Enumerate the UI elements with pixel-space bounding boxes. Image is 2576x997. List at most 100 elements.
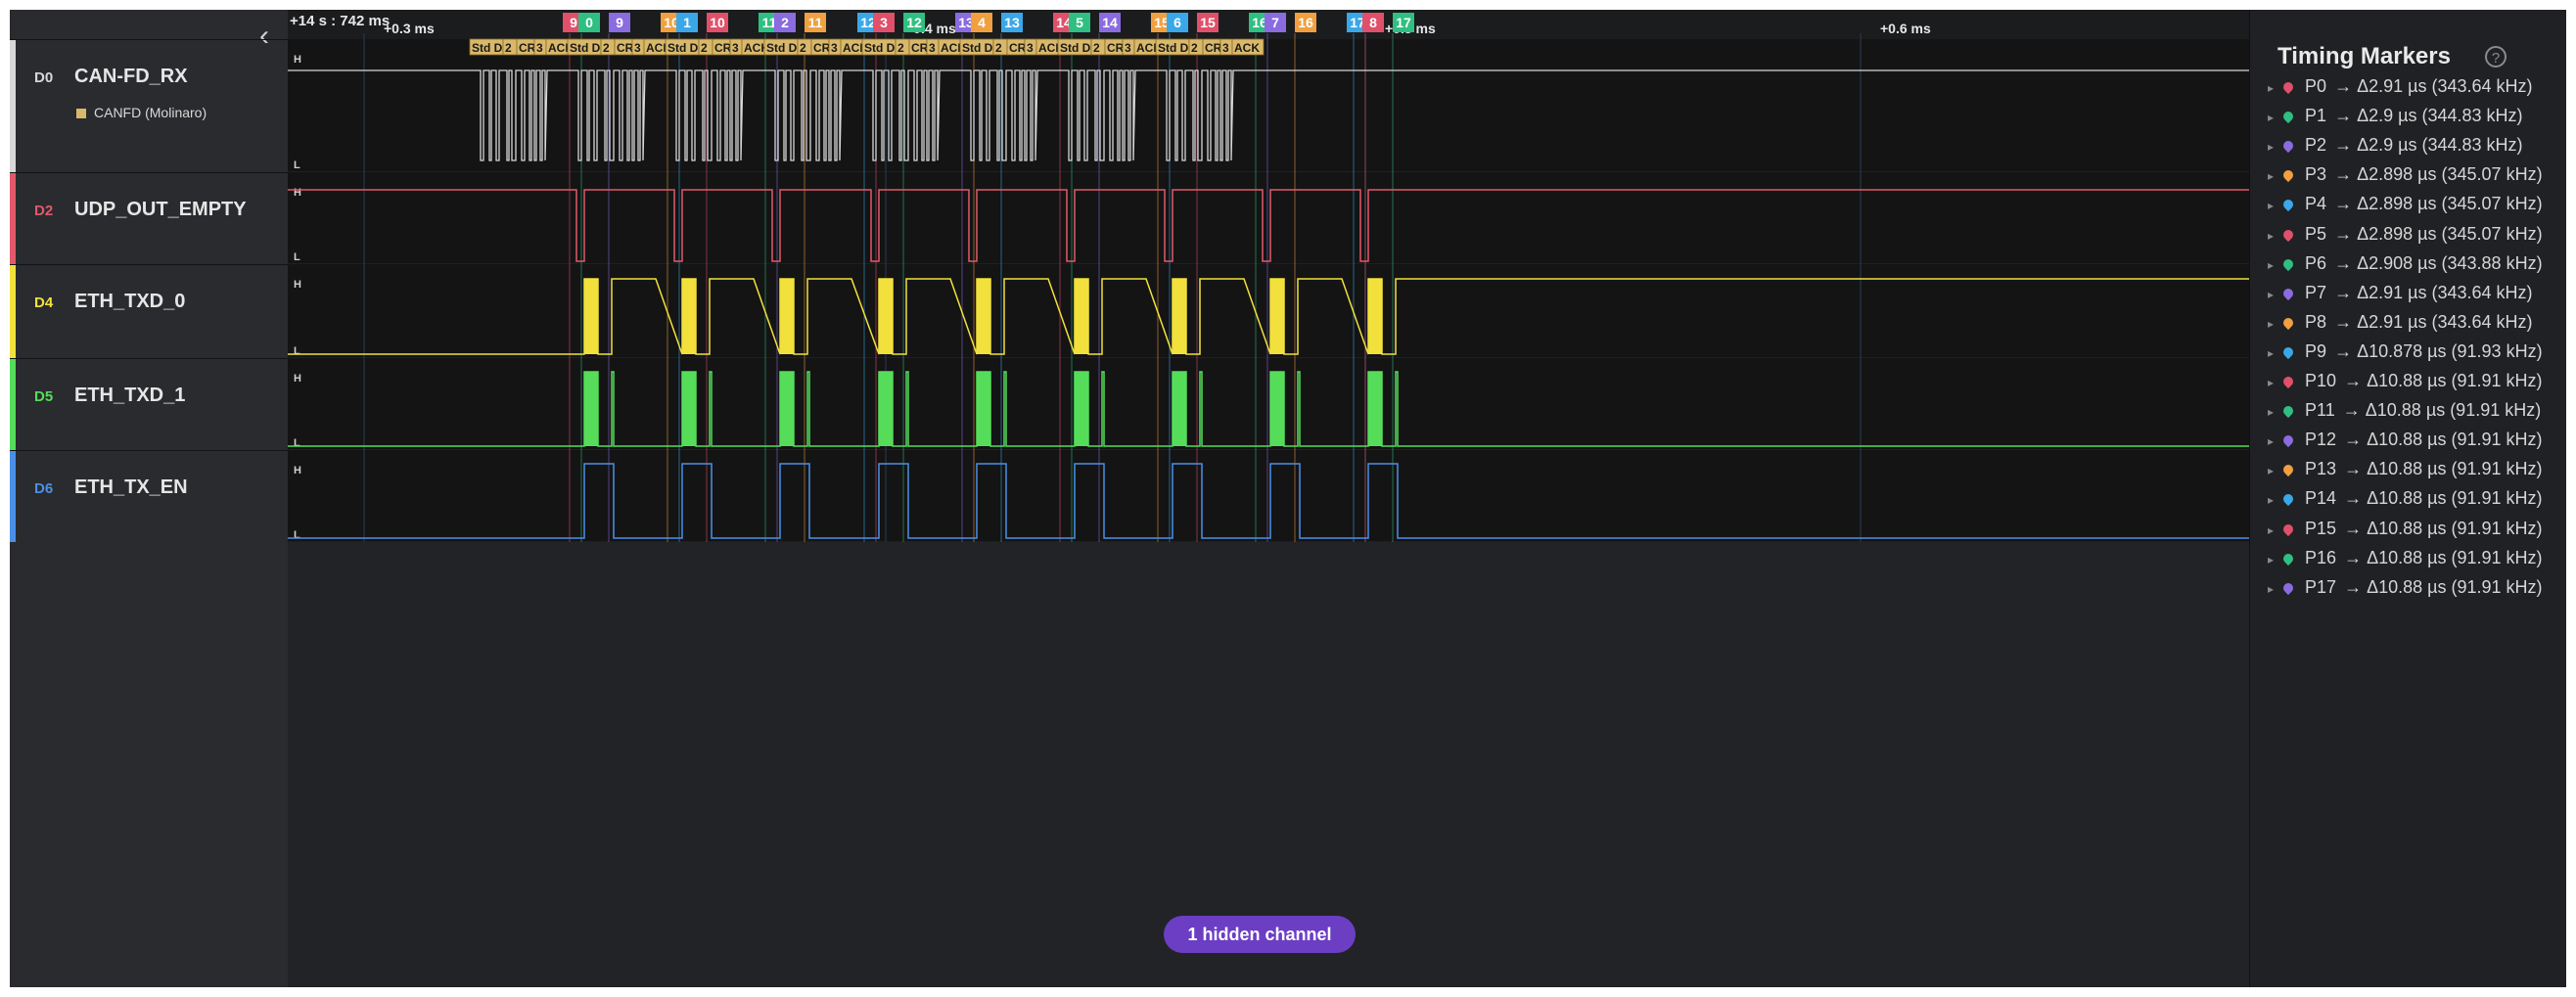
logic-analyzer-window: ‹ D0 CAN-FD_RX CANFD (Molinaro) D2 UDP_OUT_E…	[10, 10, 2566, 987]
channel-id: D6	[34, 480, 54, 497]
channel-name[interactable]: ETH_TXD_0	[74, 291, 186, 312]
expand-caret-icon[interactable]: ▸	[2268, 257, 2275, 272]
timing-marker-row[interactable]: ▸ P7 → Δ2.91 µs (343.64 kHz)	[2268, 268, 2561, 317]
decode-label: 3	[1125, 41, 1131, 55]
timing-marker-row[interactable]: ▸ P14 → Δ10.88 µs (91.91 kHz)	[2268, 474, 2561, 522]
timing-marker-row[interactable]: ▸ P9 → Δ10.878 µs (91.93 kHz)	[2268, 327, 2561, 376]
decode-label: CR	[911, 41, 929, 55]
low-level-label: L	[294, 159, 300, 171]
marker-label: P4	[2305, 194, 2327, 214]
eth-txd0-burst	[1270, 279, 1284, 354]
expand-caret-icon[interactable]: ▸	[2268, 81, 2275, 95]
expand-caret-icon[interactable]: ▸	[2268, 287, 2275, 301]
analyzer-tag[interactable]: CANFD (Molinaro)	[76, 105, 207, 120]
channel-row-d2[interactable]: D2 UDP_OUT_EMPTY	[10, 172, 288, 264]
expand-caret-icon[interactable]: ▸	[2268, 345, 2275, 360]
expand-caret-icon[interactable]: ▸	[2268, 464, 2275, 478]
timing-marker-row[interactable]: ▸ P2 → Δ2.9 µs (344.83 kHz)	[2268, 120, 2561, 169]
waveform-area[interactable]: +14 s : 742 ms+0.3 ms+0.4 ms+0.5 ms+0.6 …	[288, 10, 2249, 987]
eth-txd0-burst	[977, 279, 990, 354]
marker-flag	[1167, 13, 1188, 32]
channel-row-d6[interactable]: D6 ETH_TX_EN	[10, 450, 288, 542]
channel-name[interactable]: UDP_OUT_EMPTY	[74, 199, 247, 220]
eth-txd0-burst	[1173, 279, 1186, 354]
marker-flag-label: 11	[808, 15, 823, 30]
collapse-sidebar-icon[interactable]: ‹	[259, 20, 269, 52]
timing-marker-row[interactable]: ▸ P0 → Δ2.91 µs (343.64 kHz)	[2268, 62, 2561, 111]
lane-background	[288, 39, 2249, 172]
marker-flag-label: 8	[1369, 15, 1377, 30]
timing-marker-row[interactable]: ▸ P5 → Δ2.898 µs (345.07 kHz)	[2268, 209, 2561, 258]
timing-marker-row[interactable]: ▸ P6 → Δ2.908 µs (343.88 kHz)	[2268, 239, 2561, 288]
decode-label: 3	[1027, 41, 1034, 55]
expand-caret-icon[interactable]: ▸	[2268, 316, 2275, 331]
decode-label: Std Da	[962, 41, 999, 55]
timing-marker-row[interactable]: ▸ P17 → Δ10.88 µs (91.91 kHz)	[2268, 563, 2561, 612]
expand-caret-icon[interactable]: ▸	[2268, 199, 2275, 213]
analyzer-name: CANFD (Molinaro)	[94, 105, 207, 120]
channel-color-bar	[10, 451, 16, 542]
channel-color-bar	[10, 40, 16, 172]
expand-caret-icon[interactable]: ▸	[2268, 493, 2275, 508]
marker-label: P3	[2305, 164, 2327, 185]
marker-value: Δ2.91 µs (343.64 kHz)	[2357, 311, 2533, 332]
eth-txd0-burst	[1075, 279, 1088, 354]
eth-txd0-burst	[1368, 279, 1382, 354]
high-level-label: H	[294, 465, 301, 476]
expand-caret-icon[interactable]: ▸	[2268, 434, 2275, 449]
timing-marker-row[interactable]: ▸ P1 → Δ2.9 µs (344.83 kHz)	[2268, 91, 2561, 140]
arrow-icon: →	[2334, 340, 2358, 361]
channel-id: D2	[34, 203, 54, 219]
expand-caret-icon[interactable]: ▸	[2268, 522, 2275, 537]
timing-marker-row[interactable]: ▸ P8 → Δ2.91 µs (343.64 kHz)	[2268, 297, 2561, 346]
marker-flag-label: 14	[1056, 15, 1072, 30]
expand-caret-icon[interactable]: ▸	[2268, 581, 2275, 596]
decode-label: ACK	[1234, 41, 1260, 55]
timing-marker-row[interactable]: ▸ P16 → Δ10.88 µs (91.91 kHz)	[2268, 533, 2561, 582]
low-level-label: L	[294, 251, 300, 263]
channel-color-bar	[10, 359, 16, 450]
channel-row-d0[interactable]: D0 CAN-FD_RX CANFD (Molinaro)	[10, 39, 288, 172]
expand-caret-icon[interactable]: ▸	[2268, 228, 2275, 243]
arrow-icon: →	[2344, 459, 2368, 479]
expand-caret-icon[interactable]: ▸	[2268, 169, 2275, 184]
eth-txd1-waveform	[288, 371, 2249, 447]
arrow-icon: →	[2334, 311, 2358, 332]
decode-label: 3	[1222, 41, 1229, 55]
marker-label: P13	[2305, 459, 2337, 479]
eth-txd1-burst	[1075, 372, 1088, 446]
marker-label: P7	[2305, 282, 2327, 302]
channel-name[interactable]: CAN-FD_RX	[74, 66, 188, 87]
timing-marker-row[interactable]: ▸ P10 → Δ10.88 µs (91.91 kHz)	[2268, 356, 2561, 405]
hidden-channels-button[interactable]: 1 hidden channel	[1164, 916, 1356, 953]
high-level-label: H	[294, 54, 301, 66]
channel-row-d5[interactable]: D5 ETH_TXD_1	[10, 358, 288, 450]
timing-marker-row[interactable]: ▸ P4 → Δ2.898 µs (345.07 kHz)	[2268, 179, 2561, 228]
expand-caret-icon[interactable]: ▸	[2268, 405, 2275, 420]
timing-marker-row[interactable]: ▸ P13 → Δ10.88 µs (91.91 kHz)	[2268, 444, 2561, 493]
decode-label: 2	[800, 41, 806, 55]
expand-caret-icon[interactable]: ▸	[2268, 552, 2275, 566]
expand-caret-icon[interactable]: ▸	[2268, 376, 2275, 389]
marker-flag	[774, 13, 796, 32]
channel-name[interactable]: ETH_TXD_1	[74, 385, 186, 406]
arrow-icon: →	[2334, 76, 2358, 96]
marker-flag	[1197, 13, 1219, 32]
channel-name[interactable]: ETH_TX_EN	[74, 476, 188, 498]
eth-txd1-burst	[682, 372, 696, 446]
time-tick-label: +0.6 ms	[1880, 21, 1931, 36]
help-circle-icon[interactable]: ?	[2485, 46, 2507, 68]
expand-caret-icon[interactable]: ▸	[2268, 111, 2275, 125]
arrow-icon: →	[2344, 547, 2368, 567]
marker-flag-label: 0	[585, 15, 593, 30]
channel-row-d4[interactable]: D4 ETH_TXD_0	[10, 264, 288, 358]
marker-value: Δ2.898 µs (345.07 kHz)	[2357, 223, 2543, 244]
marker-value: Δ2.9 µs (344.83 kHz)	[2357, 106, 2523, 126]
timing-marker-row[interactable]: ▸ P11 → Δ10.88 µs (91.91 kHz)	[2268, 385, 2561, 434]
timing-marker-row[interactable]: ▸ P12 → Δ10.88 µs (91.91 kHz)	[2268, 415, 2561, 464]
marker-label: P17	[2305, 576, 2337, 597]
timing-marker-row[interactable]: ▸ P15 → Δ10.88 µs (91.91 kHz)	[2268, 504, 2561, 553]
expand-caret-icon[interactable]: ▸	[2268, 140, 2275, 155]
marker-value: Δ10.88 µs (91.91 kHz)	[2367, 459, 2543, 479]
timing-marker-row[interactable]: ▸ P3 → Δ2.898 µs (345.07 kHz)	[2268, 150, 2561, 199]
